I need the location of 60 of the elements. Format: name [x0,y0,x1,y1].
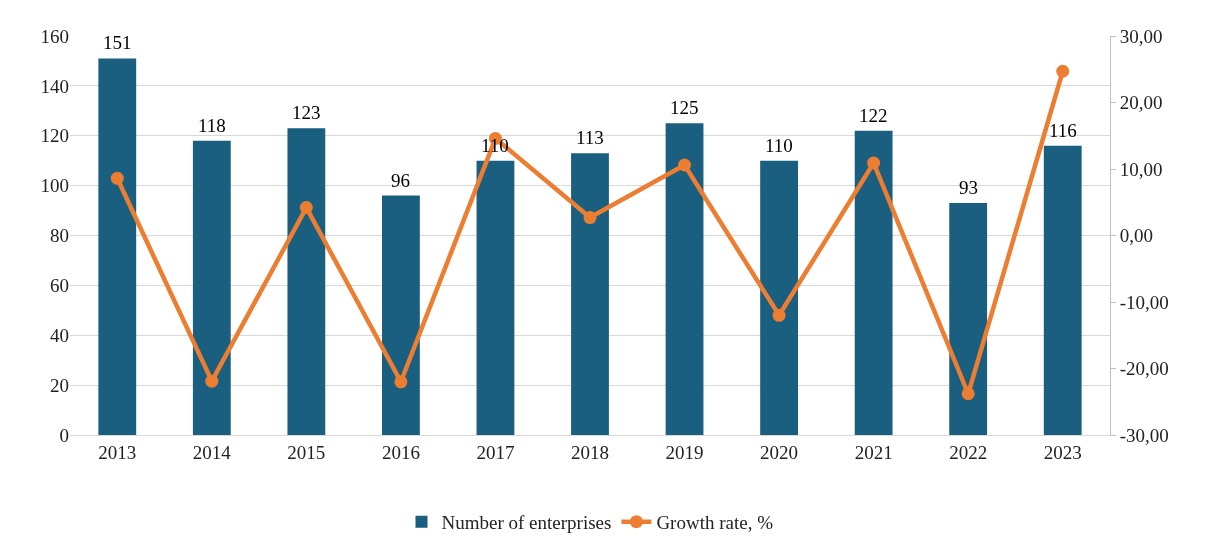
point [205,374,219,388]
data-label: 96 [391,170,410,191]
y-tick-label: 100 [40,175,69,197]
bar [192,140,231,435]
x-tick-label: 2021 [854,441,893,463]
data-label: 110 [765,135,793,156]
y-tick-label: 60 [50,275,69,297]
data-label: 122 [859,105,888,126]
legend-label: Number of enterprises [441,512,612,534]
x-tick-label: 2022 [949,441,988,463]
y-tick-label: 160 [40,25,69,47]
point [1056,64,1070,78]
point [678,158,692,172]
data-label: 125 [670,97,699,118]
y-tick-label: 80 [50,225,69,247]
y-tick-label: 40 [50,324,69,346]
y2-tick-label: -10,00 [1119,291,1169,313]
x-tick-label: 2019 [665,441,704,463]
point [867,156,881,170]
x-tick-label: 2015 [287,441,326,463]
data-label: 118 [198,115,226,136]
bar [382,195,420,435]
y-tick-label: 20 [50,374,69,396]
data-label: 123 [292,102,321,123]
y2-tick-label: 20,00 [1119,92,1163,114]
data-label: 113 [576,127,604,148]
point [299,201,313,215]
point [772,308,786,322]
x-tick-label: 2014 [192,441,232,463]
bar [98,58,137,435]
point [583,211,597,225]
point [394,375,408,389]
x-tick-label: 2013 [98,441,137,463]
bar [949,203,988,435]
bar [476,160,515,435]
x-tick-label: 2017 [476,441,515,463]
bar [854,130,893,435]
y-tick-label: 120 [40,125,69,147]
x-tick-label: 2016 [381,441,420,463]
data-label: 93 [959,177,978,198]
bar [1043,145,1082,435]
x-tick-label: 2018 [571,441,609,463]
x-tick-label: 2023 [1043,441,1082,463]
y2-tick-label: -20,00 [1119,358,1169,380]
y2-tick-label: 10,00 [1119,158,1163,180]
bar [287,128,326,435]
x-tick-label: 2020 [760,441,799,463]
y2-tick-label: -30,00 [1119,424,1169,446]
point [961,387,975,401]
y-tick-label: 0 [59,424,69,446]
data-label: 151 [103,32,132,53]
bar [760,160,798,435]
y2-tick-label: 0,00 [1119,225,1154,247]
legend-label: Growth rate, % [656,512,774,534]
point [110,171,124,185]
y2-tick-label: 30,00 [1119,25,1163,47]
bar [571,153,609,435]
bar [665,123,704,435]
data-label: 116 [1049,120,1077,141]
y-tick-label: 140 [40,75,69,97]
